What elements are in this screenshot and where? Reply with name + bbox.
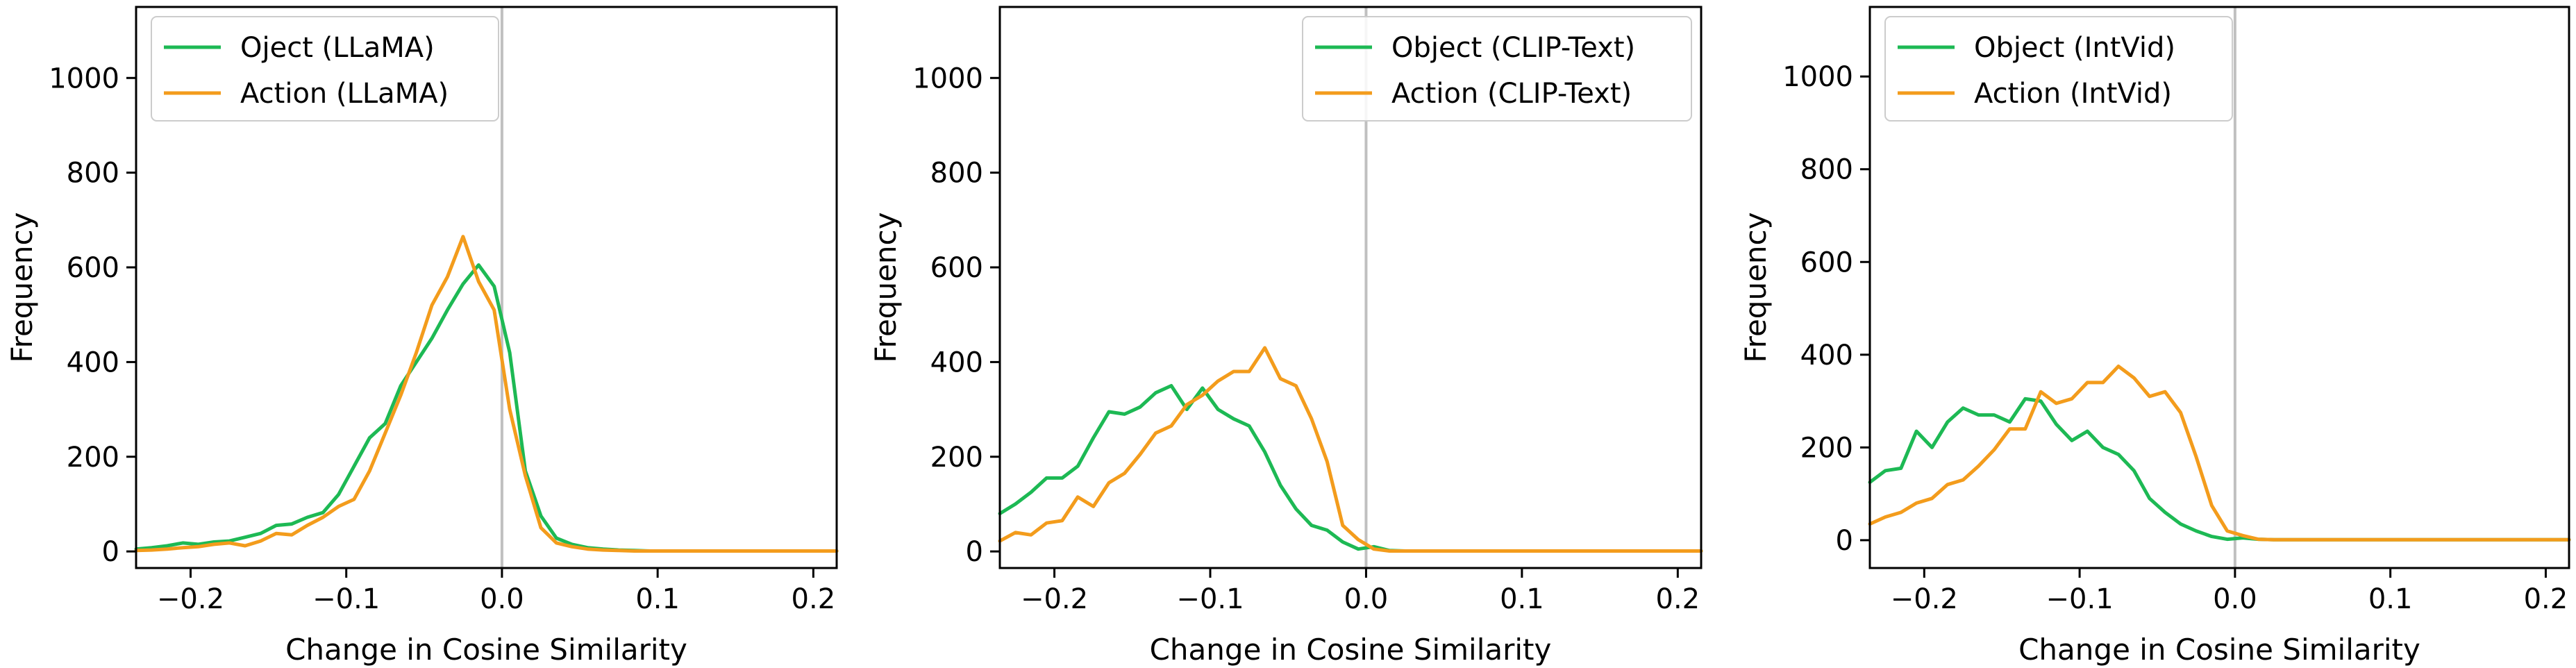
legend-box [1884,16,2233,122]
y-axis-label: Frequency [1739,212,1773,363]
x-tick-label: −0.2 [1021,583,1088,615]
chart-panel-3: −0.2 −0.1 0.0 0.1 0.2 0 200 400 600 800 1000 Change… [1739,6,2571,667]
x-tick-label: 0.1 [635,583,680,615]
x-tick-label: 0.0 [480,583,524,615]
series-line-2 [998,346,1703,553]
x-tick-label: −0.1 [2046,583,2114,615]
x-axis-label: Change in Cosine Similarity [1150,633,1552,667]
legend-entry-2: Action (IntVid) [1974,78,2172,110]
y-tick-label: 0 [1836,525,1853,557]
y-tick-label: 800 [1800,154,1853,186]
y-tick-label: 600 [1800,247,1853,278]
x-tick-label: 0.2 [1656,583,1700,615]
y-tick-label: 200 [67,442,119,474]
y-tick-label: 800 [67,158,119,190]
legend-entry-2: Action (CLIP-Text) [1391,78,1632,110]
legend-box [1302,16,1692,122]
y-tick-label: 1000 [1782,61,1853,93]
legend-entry-1: Oject (LLaMA) [240,32,435,64]
x-axis-label: Change in Cosine Similarity [285,633,687,667]
legend-entry-1: Object (CLIP-Text) [1391,32,1635,64]
series-line-2 [1868,365,2571,542]
y-tick-label: 600 [67,252,119,284]
axes-frame [1868,6,2570,569]
axes-frame [998,6,1703,569]
y-tick-label: 1000 [49,62,119,94]
x-tick-label: 0.2 [2524,583,2568,615]
x-tick-label: 0.1 [1500,583,1544,615]
x-tick-label: 0.1 [2368,583,2413,615]
x-tick-label: −0.2 [1891,583,1958,615]
x-tick-label: −0.2 [157,583,224,615]
x-tick-label: −0.1 [312,583,380,615]
x-axis-label: Change in Cosine Similarity [2018,633,2420,667]
y-tick-label: 200 [930,442,983,474]
axes-frame [135,6,838,569]
legend: Object (CLIP-Text) Action (CLIP-Text) [1302,16,1692,122]
chart-panel-1: −0.2 −0.1 0.0 0.1 0.2 0 200 400 600 800 1000 Change… [5,6,839,667]
x-tick-label: 0.2 [792,583,836,615]
y-tick-label: 600 [930,252,983,284]
y-tick-label: 400 [67,346,119,378]
y-tick-label: 0 [102,536,119,568]
y-axis-label: Frequency [869,212,903,363]
legend: Object (IntVid) Action (IntVid) [1884,16,2233,122]
y-axis-label: Frequency [5,212,39,363]
legend-box [151,16,499,122]
legend-entry-2: Action (LLaMA) [240,78,449,110]
chart-panel-2: −0.2 −0.1 0.0 0.1 0.2 0 200 400 600 800 1000 Change… [869,6,1703,667]
legend-entry-1: Object (IntVid) [1974,32,2175,64]
y-tick-label: 400 [930,346,983,378]
x-tick-label: 0.0 [1344,583,1389,615]
series-line-1 [134,263,839,553]
x-tick-label: −0.1 [1176,583,1244,615]
series-line-1 [998,384,1703,553]
series-line-2 [134,235,839,553]
y-tick-label: 1000 [912,62,983,94]
y-tick-label: 0 [966,536,983,568]
y-tick-label: 400 [1800,340,1853,371]
legend: Oject (LLaMA) Action (LLaMA) [151,16,499,122]
x-tick-label: 0.0 [2213,583,2257,615]
y-tick-label: 200 [1800,432,1853,464]
y-tick-label: 800 [930,158,983,190]
